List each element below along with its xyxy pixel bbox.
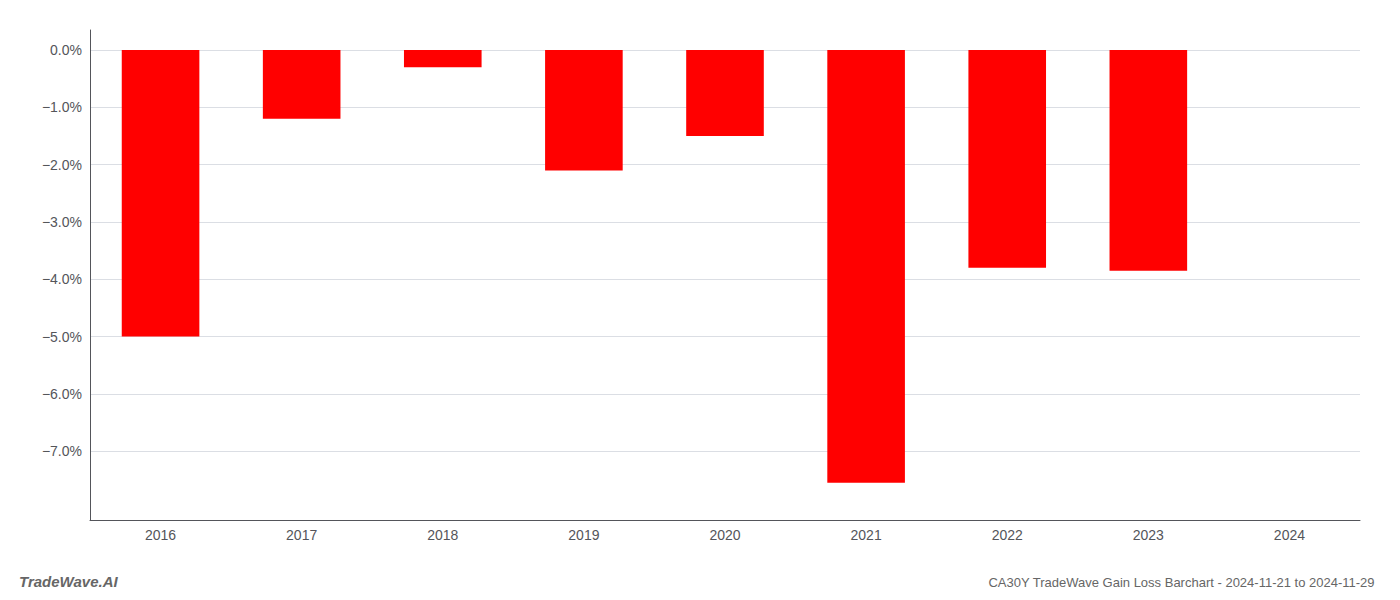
svg-text:2022: 2022 (992, 527, 1023, 543)
svg-text:2017: 2017 (286, 527, 317, 543)
svg-text:CA30Y TradeWave Gain Loss Barc: CA30Y TradeWave Gain Loss Barchart - 202… (988, 575, 1374, 590)
svg-text:2016: 2016 (145, 527, 176, 543)
svg-text:2024: 2024 (1274, 527, 1305, 543)
svg-text:2023: 2023 (1133, 527, 1164, 543)
svg-text:2018: 2018 (427, 527, 458, 543)
svg-text:−7.0%: −7.0% (42, 443, 82, 459)
svg-text:0.0%: 0.0% (50, 42, 82, 58)
svg-text:−2.0%: −2.0% (42, 157, 82, 173)
svg-text:−3.0%: −3.0% (42, 214, 82, 230)
svg-text:2020: 2020 (709, 527, 740, 543)
svg-text:TradeWave.AI: TradeWave.AI (19, 573, 118, 590)
svg-text:2019: 2019 (568, 527, 599, 543)
svg-text:−6.0%: −6.0% (42, 386, 82, 402)
svg-text:−1.0%: −1.0% (42, 99, 82, 115)
svg-text:−4.0%: −4.0% (42, 271, 82, 287)
svg-text:−5.0%: −5.0% (42, 329, 82, 345)
svg-text:2021: 2021 (851, 527, 882, 543)
